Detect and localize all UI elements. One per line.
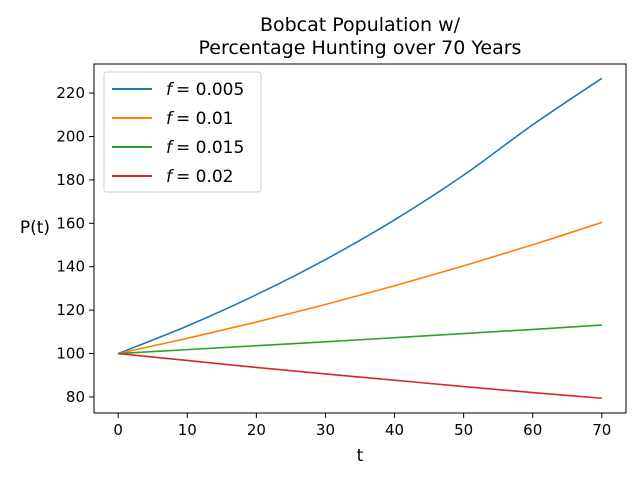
- x-tick-label: 70: [592, 421, 611, 439]
- x-tick-label: 60: [523, 421, 542, 439]
- x-tick-label: 20: [247, 421, 266, 439]
- legend-label-1: f = 0.01: [166, 109, 234, 129]
- legend-label-2: f = 0.015: [166, 138, 244, 158]
- x-tick-label: 40: [385, 421, 404, 439]
- legend-label-var: f: [166, 167, 175, 187]
- series-line-0: [117, 77, 603, 355]
- y-tick-label: 120: [56, 301, 85, 319]
- y-axis: 80 100 120 140 160 180 200 220: [56, 84, 94, 406]
- x-tick-label: 0: [113, 421, 123, 439]
- x-axis: 0 10 20 30 40 50 60 70: [113, 413, 611, 439]
- legend-label-var: f: [166, 138, 175, 158]
- y-axis-label: P(t): [20, 218, 50, 238]
- legend-frame: [103, 71, 262, 193]
- legend-label-value: = 0.015: [176, 138, 244, 158]
- x-tick-label: 10: [178, 421, 197, 439]
- legend-label-var: f: [166, 109, 175, 129]
- series-line-3: [118, 352, 602, 400]
- y-tick-label: 140: [56, 258, 85, 276]
- x-axis-label: t: [357, 446, 364, 466]
- y-tick-label: 220: [56, 84, 85, 102]
- y-tick-label: 160: [56, 214, 85, 232]
- legend-label-var: f: [166, 80, 175, 100]
- y-tick-label: 200: [56, 127, 85, 145]
- legend-label-value: = 0.005: [176, 80, 244, 100]
- legend-label-value: = 0.01: [176, 109, 234, 129]
- chart-title-line-1: Bobcat Population w/: [260, 14, 461, 36]
- legend-label-0: f = 0.005: [166, 80, 244, 100]
- series-line-2: [118, 324, 602, 355]
- x-tick-label: 50: [454, 421, 473, 439]
- x-tick-label: 30: [316, 421, 335, 439]
- plot-frame: [93, 63, 627, 414]
- legend-label-value: = 0.02: [176, 167, 234, 187]
- series-layer: [117, 77, 603, 400]
- legend-label-3: f = 0.02: [166, 167, 234, 187]
- y-tick-label: 80: [66, 388, 85, 406]
- y-tick-label: 100: [56, 345, 85, 363]
- series-line-1: [118, 221, 603, 355]
- y-tick-label: 180: [56, 171, 85, 189]
- chart-title-line-2: Percentage Hunting over 70 Years: [199, 37, 522, 59]
